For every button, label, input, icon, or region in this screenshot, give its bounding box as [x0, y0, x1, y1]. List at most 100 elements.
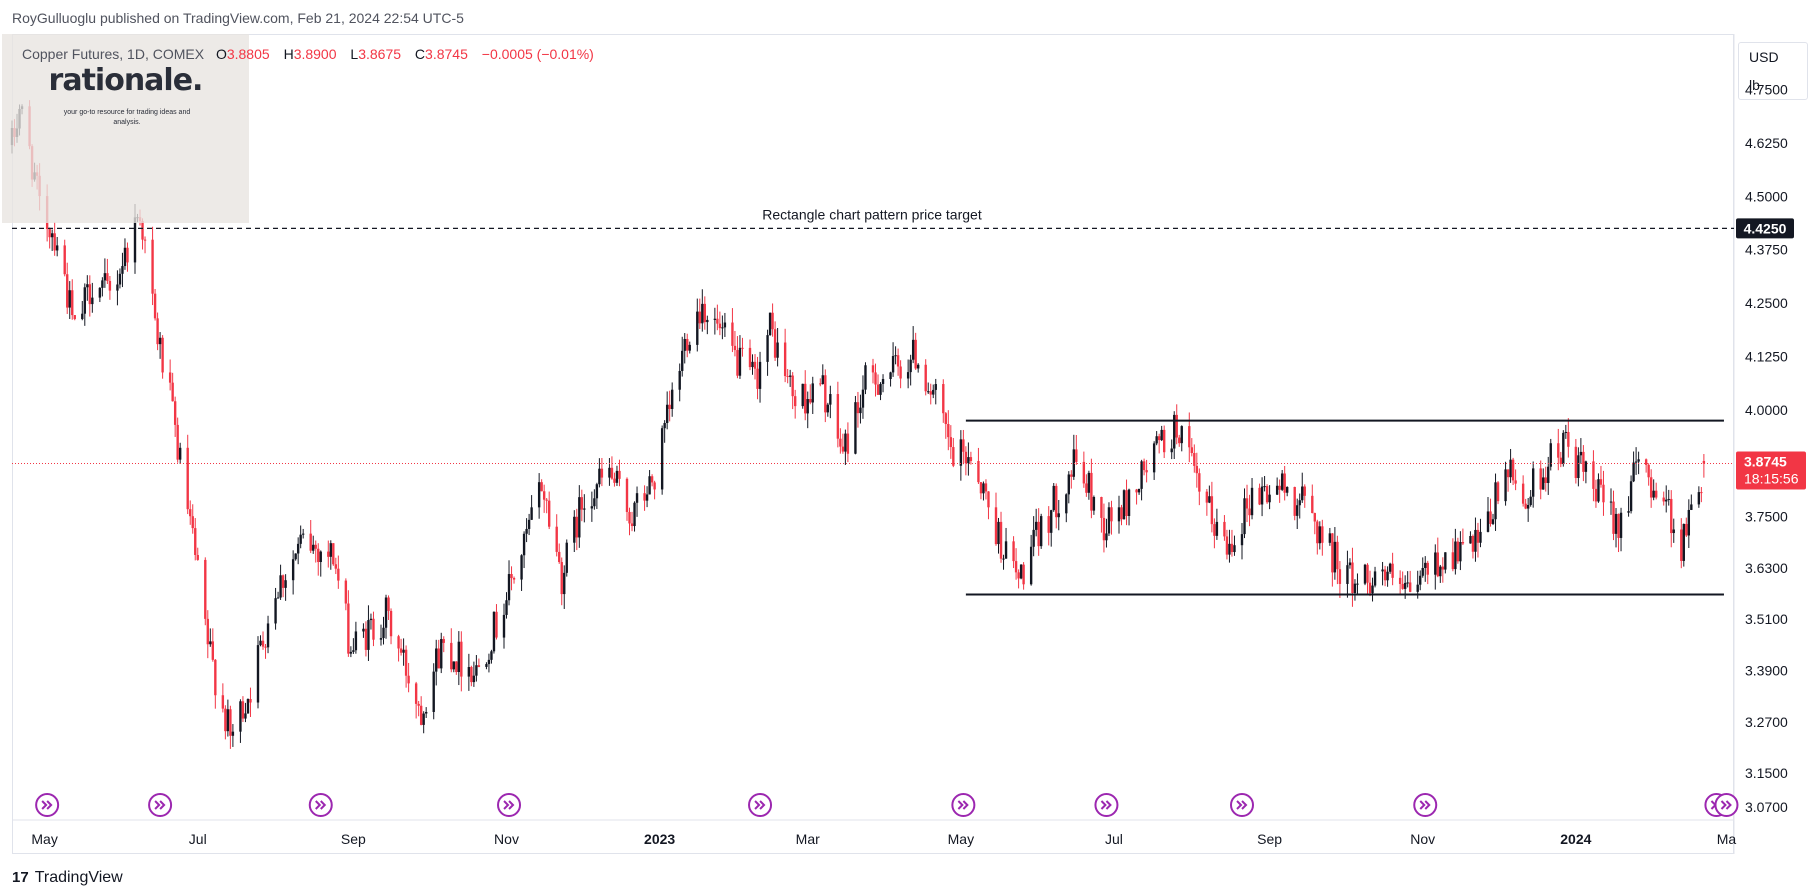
- candle-body: [1559, 457, 1562, 465]
- candle-body: [1230, 543, 1234, 553]
- candle-body: [610, 467, 614, 479]
- event-marker-chevrons: [154, 800, 166, 810]
- candle-body: [771, 312, 774, 330]
- candle-body: [889, 372, 892, 380]
- candle-body: [1594, 488, 1598, 502]
- candle-body: [608, 467, 611, 478]
- candle-body: [1474, 529, 1477, 552]
- candle-body: [402, 649, 405, 653]
- candle-body: [1388, 563, 1392, 572]
- event-marker-icon[interactable]: [951, 793, 976, 817]
- candle-body: [1268, 494, 1271, 503]
- event-marker-icon[interactable]: [1714, 793, 1739, 817]
- event-marker-icon[interactable]: [748, 793, 773, 817]
- currency-unit-selector[interactable]: USD lb: [1738, 42, 1808, 100]
- candle-body: [738, 347, 742, 376]
- candle-body: [229, 709, 232, 736]
- candle-body: [1137, 488, 1141, 493]
- event-marker-chevrons: [1100, 800, 1112, 810]
- candle-body: [384, 597, 388, 628]
- candle-body: [1092, 497, 1096, 511]
- candle-body: [560, 562, 563, 595]
- candle-body: [1122, 490, 1126, 520]
- candle-body: [1301, 486, 1304, 501]
- candle-body: [437, 648, 440, 669]
- candle-body: [98, 287, 102, 298]
- candle-body: [189, 509, 192, 517]
- unit-label[interactable]: lb: [1749, 77, 1760, 93]
- candle-body: [650, 476, 654, 483]
- candle-body: [645, 494, 649, 501]
- candle-body: [525, 528, 528, 534]
- candle-body: [1034, 521, 1038, 530]
- time-tick-label: 2023: [644, 831, 675, 847]
- candle-body: [1592, 461, 1595, 489]
- candle-body: [766, 335, 769, 362]
- candle-body: [1140, 461, 1143, 489]
- price-tick-label: 3.2700: [1745, 714, 1788, 730]
- candle-body: [314, 544, 317, 549]
- candle-body: [1022, 564, 1025, 585]
- candle-body: [819, 383, 822, 385]
- event-marker-icon[interactable]: [1230, 793, 1254, 817]
- candle-body: [1383, 569, 1387, 581]
- candle-body: [751, 361, 754, 368]
- candle-body: [153, 293, 157, 319]
- candle-body: [329, 543, 332, 557]
- currency-label[interactable]: USD: [1749, 49, 1779, 65]
- event-marker-icon[interactable]: [148, 793, 173, 817]
- symbol-label[interactable]: Copper Futures, 1D, COMEX: [22, 46, 205, 62]
- event-marker-icon[interactable]: [497, 793, 522, 817]
- open-key: O: [215, 46, 227, 62]
- candle-body: [1019, 564, 1023, 579]
- candle-body: [527, 519, 531, 529]
- candle-body: [143, 239, 147, 241]
- time-tick-label: Nov: [494, 831, 519, 847]
- candle-body: [1245, 498, 1249, 509]
- candle-body: [804, 383, 807, 414]
- candle-body: [1075, 449, 1078, 462]
- candle-body: [1082, 461, 1086, 484]
- candle-body: [861, 389, 865, 408]
- candle-body: [121, 266, 124, 274]
- candle-body: [460, 641, 463, 677]
- candle-body: [1260, 486, 1264, 505]
- event-marker-chevrons: [503, 800, 515, 810]
- candle-body: [1381, 569, 1384, 572]
- candle-body: [319, 551, 322, 563]
- event-marker-icon[interactable]: [308, 793, 333, 817]
- candle-body: [1617, 513, 1620, 538]
- candle-body: [1233, 545, 1236, 553]
- candle-body: [718, 323, 722, 329]
- candle-body: [91, 297, 94, 305]
- candle-body: [414, 683, 418, 704]
- publisher-line: RoyGulluoglu published on TradingView.co…: [12, 10, 464, 26]
- event-marker-icon[interactable]: [1094, 793, 1119, 817]
- candle-body: [399, 648, 403, 653]
- candle-body: [716, 318, 719, 324]
- candle-body: [1223, 521, 1226, 537]
- candle-body: [404, 649, 408, 676]
- price-tick-label: 3.7500: [1745, 509, 1788, 525]
- candle-body: [563, 572, 566, 595]
- candle-body: [593, 498, 596, 507]
- candle-body: [1602, 484, 1605, 503]
- candle-body: [896, 355, 900, 367]
- event-marker-chevrons: [1720, 800, 1732, 810]
- event-marker-icon[interactable]: [1413, 793, 1438, 817]
- candle-body: [1047, 516, 1050, 533]
- candle-body: [721, 327, 724, 329]
- candle-body: [168, 372, 172, 383]
- price-tick-label: 3.1500: [1745, 765, 1788, 781]
- candle-body: [196, 554, 199, 560]
- candle-body: [1353, 583, 1357, 594]
- candle-body: [1627, 511, 1630, 513]
- candle-body: [279, 575, 282, 598]
- event-marker-icon[interactable]: [35, 793, 60, 817]
- ohlc-legend[interactable]: Copper Futures, 1D, COMEX O3.8805 H3.890…: [22, 46, 604, 62]
- candle-body: [1441, 566, 1445, 570]
- footer-brand[interactable]: 17 TradingView: [12, 869, 123, 887]
- candle-body: [909, 359, 912, 373]
- candle-body: [1039, 516, 1043, 547]
